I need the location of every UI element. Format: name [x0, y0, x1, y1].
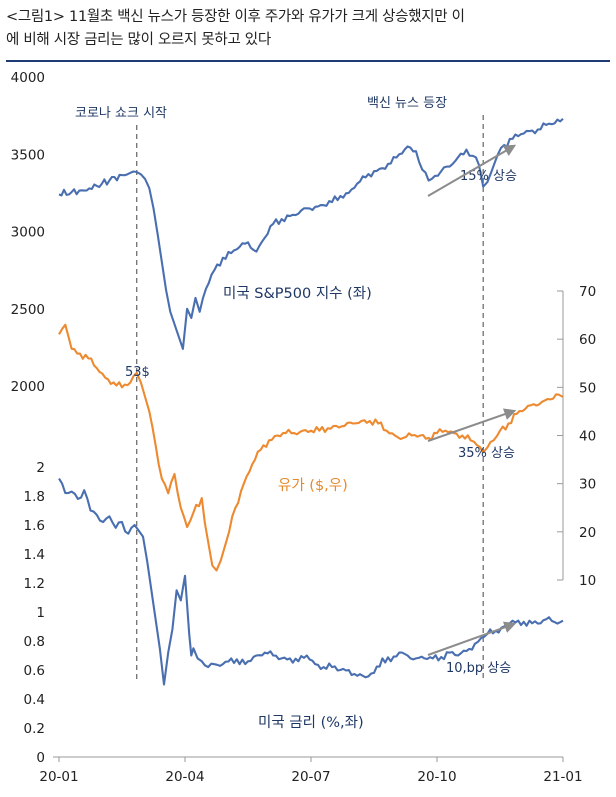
- axes-group: 2000 2500 3000 3500 4000 0 0.2 0.4 0.6 0.8 1 1.2 1.4…: [11, 70, 597, 785]
- left-lower-tick-label: 0.4: [24, 692, 45, 708]
- left-lower-tick-label: 1.6: [24, 518, 45, 534]
- left-upper-tick-label: 3500: [11, 147, 45, 163]
- labels-group: 코로나 쇼크 시작 백신 뉴스 등장 미국 S&P500 지수 (좌) 유가 (…: [75, 96, 517, 731]
- x-axis-tick-label: 20-04: [165, 769, 204, 785]
- right-axis-tick-label: 30: [579, 477, 596, 493]
- left-lower-tick-label: 0.8: [24, 634, 45, 650]
- left-upper-tick-label: 3000: [11, 225, 45, 241]
- event-label-covid: 코로나 쇼크 시작: [75, 106, 167, 121]
- oil-peak-label: 53$: [125, 365, 150, 380]
- oil-change-label: 35% 상승: [458, 446, 515, 461]
- sp500-line: [58, 117, 564, 350]
- series-group: [58, 117, 564, 686]
- right-axis-tick-label: 20: [579, 525, 596, 541]
- oil-trend-arrow: [427, 408, 517, 442]
- rate-change-label: 10,bp 상승: [446, 661, 511, 676]
- left-upper-tick-label: 4000: [11, 70, 45, 86]
- left-upper-tick-label: 2500: [11, 302, 45, 318]
- event-label-vaccine: 백신 뉴스 등장: [367, 96, 447, 111]
- right-axis-tick-label: 70: [579, 284, 596, 300]
- right-axis-tick-label: 50: [579, 380, 596, 396]
- x-axis-tick-label: 21-01: [543, 769, 582, 785]
- oil-line: [58, 323, 564, 572]
- right-axis-tick-label: 10: [579, 573, 596, 589]
- x-axis-tick-label: 20-10: [417, 769, 456, 785]
- left-lower-tick-label: 0.6: [24, 663, 45, 679]
- series-label-rate: 미국 금리 (%,좌): [258, 714, 364, 731]
- x-axis-tick-label: 20-07: [291, 769, 330, 785]
- left-lower-tick-label: 1.4: [24, 547, 45, 563]
- left-lower-tick-label: 2: [36, 460, 45, 476]
- sp500-trend-arrow: [427, 144, 517, 197]
- rate-trend-arrow: [427, 621, 517, 656]
- left-upper-tick-label: 2000: [11, 379, 45, 395]
- caption-line-2: 에 비해 시장 금리는 많이 오르지 못하고 있다: [6, 32, 271, 48]
- rate-line: [58, 478, 564, 686]
- left-lower-tick-label: 0: [36, 750, 45, 766]
- figure-caption: <그림1> 11월초 백신 뉴스가 등장한 이후 주가와 유가가 크게 상승했지…: [6, 6, 606, 52]
- x-axis-tick-label: 20-01: [39, 769, 78, 785]
- right-axis-tick-label: 60: [579, 332, 596, 348]
- left-lower-tick-label: 1.8: [24, 489, 45, 505]
- right-axis-tick-label: 40: [579, 429, 596, 445]
- caption-rule: [6, 60, 610, 62]
- event-lines: [136, 115, 484, 680]
- left-lower-tick-label: 1: [36, 605, 45, 621]
- caption-line-1: <그림1> 11월초 백신 뉴스가 등장한 이후 주가와 유가가 크게 상승했지…: [6, 9, 465, 25]
- left-lower-tick-label: 0.2: [24, 721, 45, 737]
- series-label-oil: 유가 ($,우): [278, 477, 348, 494]
- series-label-sp500: 미국 S&P500 지수 (좌): [223, 285, 372, 302]
- left-lower-tick-label: 1.2: [24, 576, 45, 592]
- sp500-change-label: 15% 상승: [460, 169, 517, 184]
- arrows-group: [427, 144, 517, 656]
